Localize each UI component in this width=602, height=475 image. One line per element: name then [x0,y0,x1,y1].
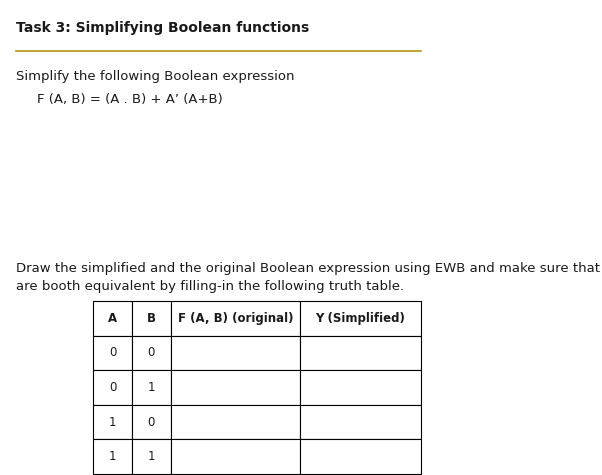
Bar [171,301,300,335]
Text: 1: 1 [109,450,116,463]
Text: Y (Simplified): Y (Simplified) [315,312,405,325]
Text: F (A, B) (original): F (A, B) (original) [178,312,293,325]
Text: Task 3: Simplifying Boolean functions: Task 3: Simplifying Boolean functions [16,21,309,35]
Bar [93,405,132,439]
Text: 1: 1 [147,381,155,394]
Text: Draw the simplified and the original Boolean expression using EWB and make sure : Draw the simplified and the original Boo… [16,262,602,293]
Text: 1: 1 [147,450,155,463]
Bar [300,301,421,335]
Bar [171,405,300,439]
Bar [171,439,300,474]
Bar [132,405,171,439]
Text: B: B [147,312,156,325]
Bar [93,335,132,370]
Bar [300,370,421,405]
Text: 0: 0 [147,346,155,360]
Text: 0: 0 [147,416,155,428]
Text: A: A [108,312,117,325]
Bar [171,370,300,405]
Bar [300,335,421,370]
Bar [93,439,132,474]
Text: Simplify the following Boolean expression: Simplify the following Boolean expressio… [16,70,294,83]
Bar [300,439,421,474]
Bar [171,335,300,370]
Bar [93,301,132,335]
Bar [93,370,132,405]
Bar [132,301,171,335]
Bar [132,439,171,474]
Bar [132,335,171,370]
Text: 0: 0 [109,381,116,394]
Text: F (A, B) = (A . B) + A’ (A+B): F (A, B) = (A . B) + A’ (A+B) [37,93,223,106]
Bar [300,405,421,439]
Text: 0: 0 [109,346,116,360]
Bar [132,370,171,405]
Text: 1: 1 [109,416,116,428]
